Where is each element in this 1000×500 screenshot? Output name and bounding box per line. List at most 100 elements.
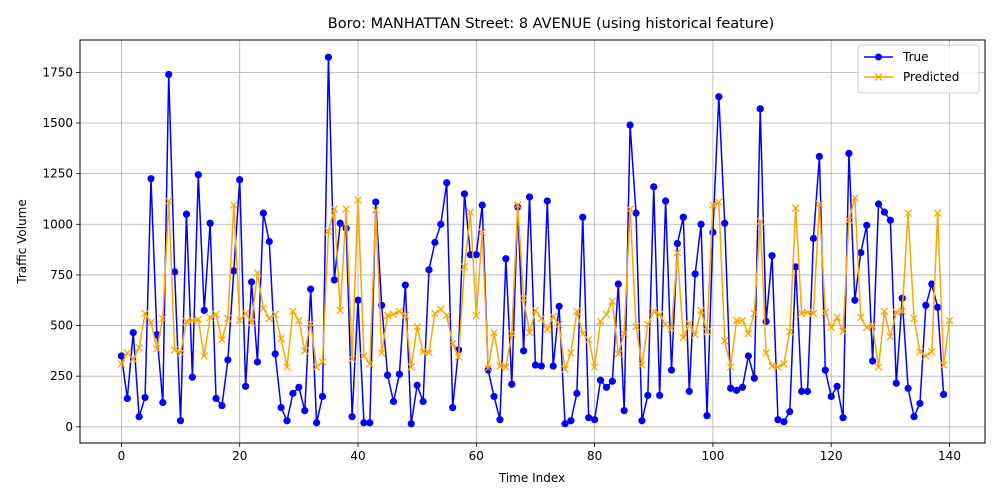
data-point-true — [727, 384, 735, 392]
data-point-true — [395, 370, 404, 378]
legend-entry-true: True — [864, 50, 929, 64]
data-point-predicted — [543, 325, 552, 334]
x-tick-label: 20 — [232, 449, 247, 463]
data-point-predicted — [904, 209, 912, 218]
data-point-true — [585, 414, 593, 422]
data-point-predicted — [655, 310, 664, 319]
data-point-true — [407, 420, 415, 428]
data-point-predicted — [259, 304, 268, 313]
data-point-predicted — [691, 330, 700, 339]
data-point-predicted — [608, 297, 617, 306]
data-point-predicted — [827, 323, 836, 332]
data-point-predicted — [170, 345, 179, 354]
data-point-true — [756, 105, 764, 113]
data-point-true — [815, 152, 823, 161]
data-point-predicted — [253, 269, 262, 277]
series-predicted — [117, 194, 954, 373]
data-point-true — [567, 417, 575, 425]
data-point-predicted — [685, 319, 694, 328]
data-point-true — [165, 70, 173, 79]
data-point-true — [863, 221, 871, 229]
data-point-true — [372, 198, 380, 206]
x-axis-label: Time Index — [498, 471, 565, 485]
data-point-true — [330, 276, 338, 284]
data-point-predicted — [573, 307, 581, 316]
y-axis-label: Traffic Volume — [15, 199, 29, 285]
data-point-true — [271, 350, 279, 358]
data-point-predicted — [809, 309, 818, 318]
data-point-true — [289, 389, 297, 397]
y-tick-label: 1250 — [42, 167, 73, 181]
data-point-true — [614, 280, 622, 288]
data-point-predicted — [342, 205, 351, 213]
data-point-true — [839, 414, 847, 422]
data-point-true — [762, 317, 770, 326]
data-point-true — [780, 418, 788, 426]
data-point-predicted — [638, 361, 646, 369]
data-point-true — [786, 408, 794, 416]
data-point-predicted — [294, 316, 303, 325]
data-point-true — [821, 366, 829, 374]
data-point-true — [389, 397, 398, 406]
data-point-predicted — [531, 306, 540, 315]
data-point-predicted — [590, 363, 599, 371]
data-point-true — [650, 183, 658, 191]
data-point-predicted — [235, 316, 244, 325]
data-point-true — [247, 278, 256, 286]
data-point-predicted — [839, 327, 847, 336]
data-point-true — [880, 208, 889, 216]
data-point-true — [425, 266, 433, 274]
x-tick-label: 120 — [820, 449, 843, 463]
data-point-predicted — [389, 310, 398, 319]
data-point-predicted — [709, 201, 717, 209]
data-point-true — [502, 255, 510, 263]
data-point-true — [774, 416, 782, 424]
data-point-predicted — [135, 343, 144, 352]
data-point-true — [845, 149, 853, 158]
data-point-predicted — [241, 309, 250, 318]
data-point-predicted — [277, 334, 285, 343]
data-point-predicted — [750, 309, 759, 318]
y-axis-ticks: 0 250 500 750 1000 1250 1500 1750 — [42, 65, 80, 434]
data-point-predicted — [898, 307, 907, 316]
data-point-predicted — [780, 360, 788, 368]
data-point-true — [236, 176, 244, 184]
data-point-predicted — [803, 308, 812, 317]
legend-label-true: True — [902, 50, 929, 64]
data-point-true — [531, 361, 540, 369]
data-point-true — [253, 358, 262, 366]
y-tick-label: 1750 — [42, 65, 73, 79]
data-point-true — [703, 412, 711, 420]
data-point-predicted — [147, 318, 155, 327]
data-point-predicted — [478, 228, 487, 237]
data-point-predicted — [643, 320, 652, 329]
data-point-predicted — [164, 197, 173, 205]
data-point-predicted — [921, 352, 930, 360]
data-point-predicted — [484, 364, 492, 372]
data-point-predicted — [283, 363, 291, 371]
data-point-predicted — [578, 329, 587, 338]
data-point-true — [596, 376, 605, 384]
legend-label-predicted: Predicted — [903, 70, 959, 84]
data-point-predicted — [762, 349, 771, 357]
data-point-true — [620, 406, 628, 415]
data-point-true — [141, 393, 149, 402]
data-point-predicted — [945, 316, 954, 325]
data-point-predicted — [324, 227, 333, 236]
data-point-true — [892, 379, 900, 387]
x-axis-ticks: 0 20 40 60 80 100 120 140 — [118, 443, 961, 463]
data-point-true — [661, 197, 670, 205]
data-point-true — [857, 249, 865, 257]
data-point-predicted — [549, 312, 558, 321]
data-point-predicted — [229, 201, 238, 209]
data-point-predicted — [596, 317, 605, 326]
data-point-true — [869, 357, 877, 365]
data-point-true — [738, 383, 747, 391]
data-point-true — [449, 403, 457, 412]
data-point-predicted — [916, 348, 924, 356]
data-point-predicted — [212, 310, 220, 319]
y-tick-label: 250 — [50, 369, 73, 383]
data-point-true — [886, 216, 894, 224]
